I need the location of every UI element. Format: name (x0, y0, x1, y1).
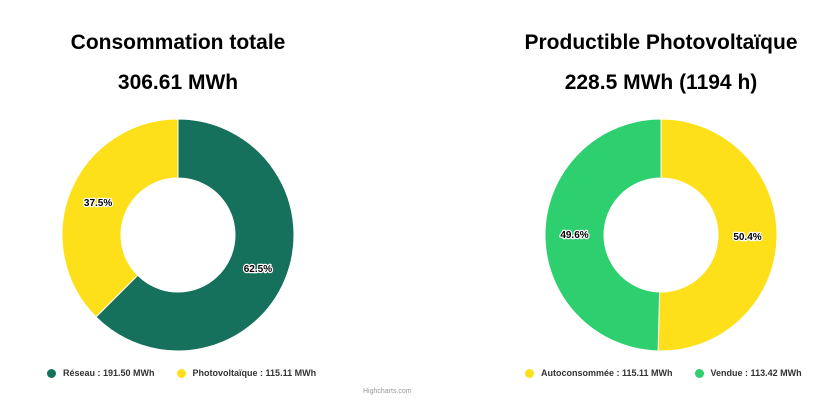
legend-item-photovoltaique[interactable]: Photovoltaïque : 115.11 MWh (176, 368, 317, 378)
chart2-title: Productible Photovoltaïque (524, 31, 798, 54)
legend-dot-icon (176, 368, 186, 378)
legend-item-vendue[interactable]: Vendue : 113.42 MWh (694, 368, 802, 378)
legend-item-reseau[interactable]: Réseau : 191.50 MWh (47, 368, 155, 378)
legend-dot-icon (525, 368, 534, 378)
chart2-legend: Autoconsommée : 115.11 MWh Vendue : 113.… (525, 368, 802, 378)
data-label: 62.5% (244, 264, 272, 275)
chart2-subtitle: 228.5 MWh (1194 h) (564, 71, 758, 94)
legend-dot-icon (47, 368, 56, 378)
legend-item-autoconsommee[interactable]: Autoconsommée : 115.11 MWh (525, 368, 673, 378)
chart1-title: Consommation totale (70, 31, 286, 54)
legend-dot-icon (694, 368, 704, 378)
legend-label: Autoconsommée : 115.11 MWh (541, 368, 673, 378)
slice-photovoltaïque[interactable] (61, 118, 179, 318)
slice-vendue[interactable] (544, 118, 662, 352)
chart1-legend: Réseau : 191.50 MWh Photovoltaïque : 115… (47, 368, 316, 378)
data-label: 50.4% (733, 232, 761, 243)
legend-label: Photovoltaïque : 115.11 MWh (192, 368, 317, 378)
data-label: 49.6% (560, 230, 588, 241)
slice-autoconsommée[interactable] (657, 118, 778, 352)
legend-label: Réseau : 191.50 MWh (63, 368, 155, 378)
legend-label: Vendue : 113.42 MWh (710, 368, 802, 378)
chart1-subtitle: 306.61 MWh (117, 71, 239, 94)
slice-réseau[interactable] (95, 118, 295, 352)
credits-link[interactable]: Highcharts.com (363, 388, 412, 395)
data-label: 37.5% (84, 198, 112, 209)
